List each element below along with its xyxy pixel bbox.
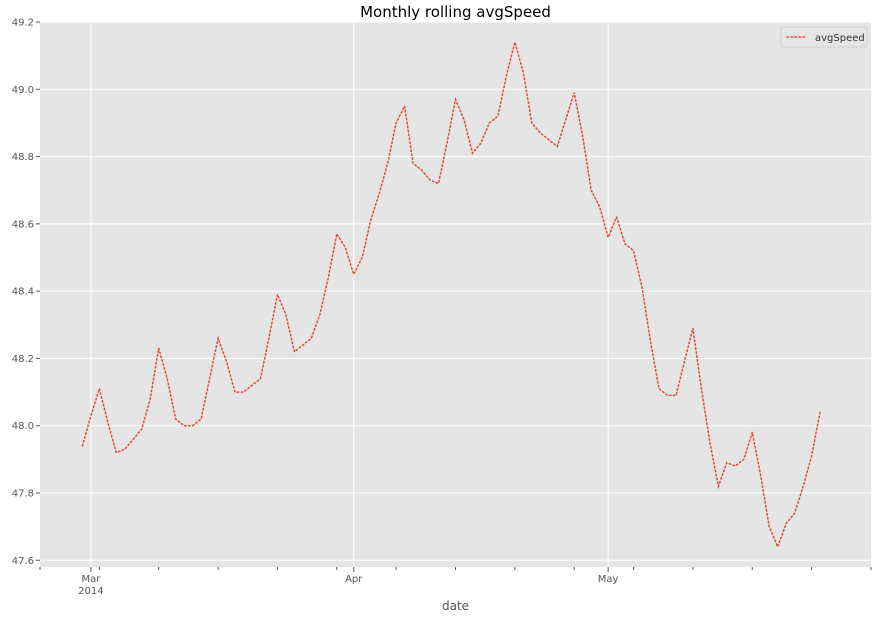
legend: avgSpeed xyxy=(780,26,868,48)
y-tick-label: 48.0 xyxy=(12,421,34,432)
legend-label-avgspeed: avgSpeed xyxy=(815,33,865,44)
y-tick-label: 48.4 xyxy=(12,287,34,298)
grid-lines xyxy=(40,21,871,567)
x-tick-label: Apr xyxy=(345,574,363,585)
series-layer xyxy=(81,39,821,549)
plot-area xyxy=(40,22,871,567)
y-tick-label: 47.6 xyxy=(12,556,34,567)
y-tick-label: 47.8 xyxy=(12,488,34,499)
legend-box xyxy=(780,26,868,48)
y-tick-label: 48.8 xyxy=(12,152,34,163)
series-line-avgspeed xyxy=(81,39,821,549)
x-tick-label: Mar xyxy=(81,574,101,585)
x-tick-sublabel: 2014 xyxy=(78,586,103,597)
chart-title: Monthly rolling avgSpeed xyxy=(360,3,551,21)
y-tick-label: 48.2 xyxy=(12,354,34,365)
x-tick-label: May xyxy=(598,574,619,585)
y-tick-label: 49.0 xyxy=(12,85,34,96)
x-axis-label: date xyxy=(442,599,469,613)
y-axis: 47.6 47.8 48.0 48.2 48.4 48.6 48.8 49.0 49.2 xyxy=(12,18,40,567)
y-tick-label: 48.6 xyxy=(12,219,34,230)
y-tick-label: 49.2 xyxy=(12,18,34,29)
